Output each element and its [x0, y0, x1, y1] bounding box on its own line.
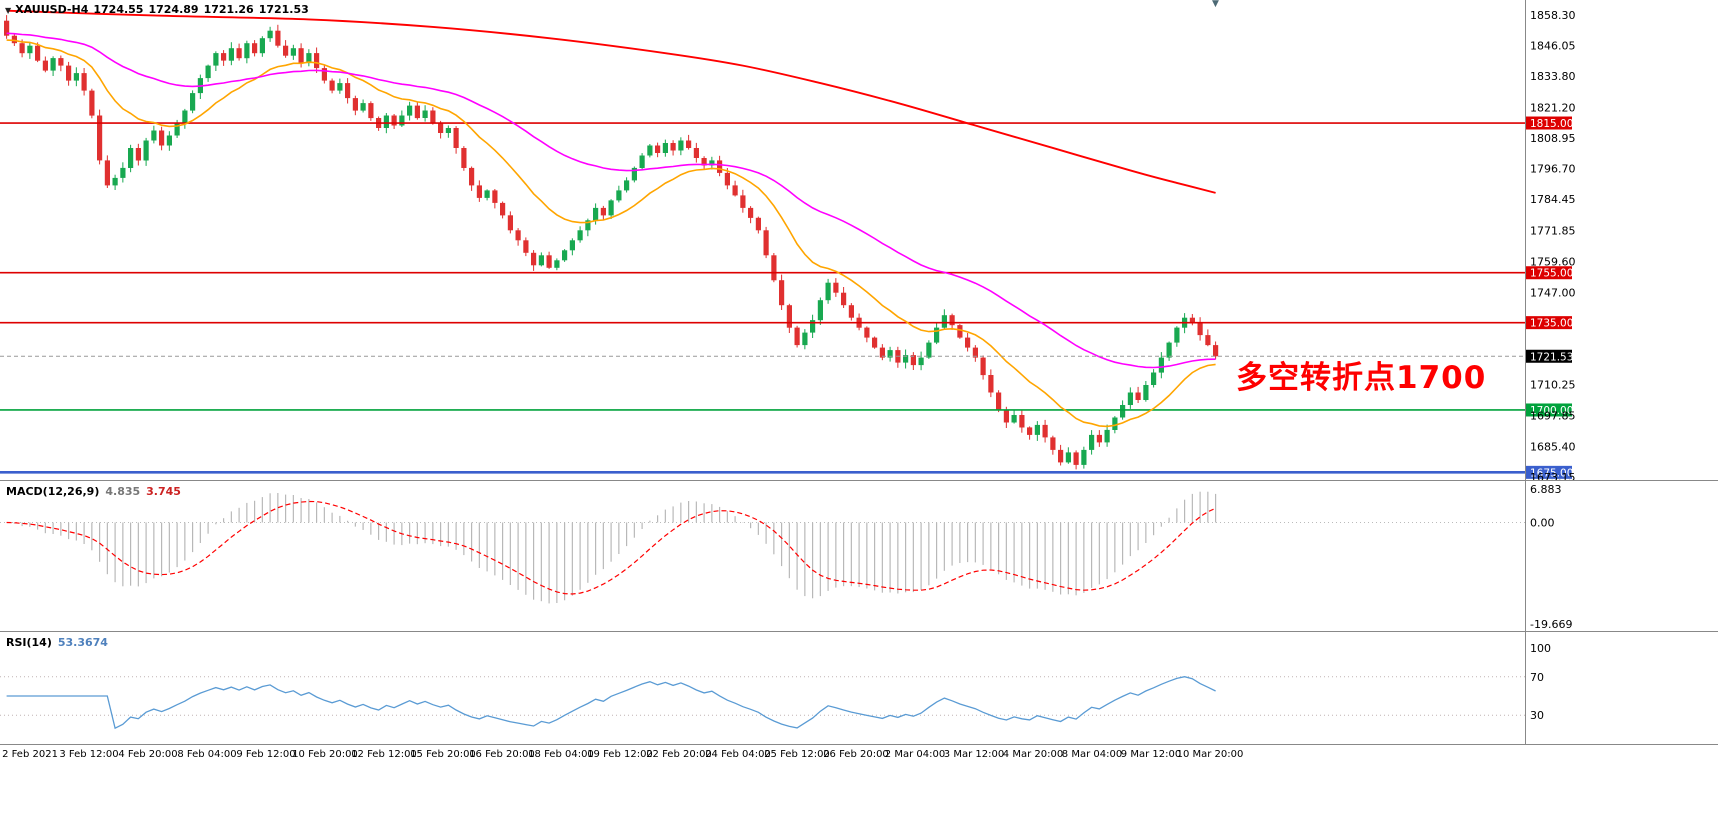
- candles-layer: [4, 15, 1219, 470]
- price-axis-label: 1784.45: [1530, 193, 1576, 206]
- time-axis-label: 18 Feb 04:00: [528, 749, 594, 760]
- time-axis-label: 3 Feb 12:00: [59, 749, 118, 760]
- current-price-tag-text: 1721.53: [1530, 351, 1573, 363]
- price-hline-tag: [1526, 316, 1572, 330]
- macd-main-value: 4.835: [105, 485, 141, 498]
- price-axis-label: 1697.85: [1530, 409, 1576, 422]
- ohlc-close: 1721.53: [258, 3, 309, 16]
- macd-signal-value: 3.745: [146, 485, 181, 498]
- time-axis-label: 19 Feb 12:00: [587, 749, 653, 760]
- macd-axis-label: 0.00: [1530, 517, 1555, 530]
- price-hline-tag-text: 1700.00: [1530, 405, 1573, 417]
- moving-averages-layer: [6, 9, 1216, 428]
- time-axis-label: 26 Feb 20:00: [823, 749, 889, 760]
- time-axis-label: 12 Feb 12:00: [351, 749, 417, 760]
- rsi-axis-label: 100: [1530, 642, 1551, 655]
- symbol-ohlc-info: ▼ XAUUSD-H4 1724.55 1724.89 1721.26 1721.53: [5, 3, 314, 16]
- ma-orange: [6, 39, 1216, 428]
- price-hline-tag-text: 1735.00: [1530, 318, 1573, 330]
- price-axis-label: 1858.30: [1530, 9, 1576, 22]
- time-axis-label: 3 Mar 12:00: [944, 749, 1004, 760]
- time-axis-label: 9 Mar 12:00: [1121, 749, 1181, 760]
- ohlc-low: 1721.26: [203, 3, 254, 16]
- time-axis-label: 4 Feb 20:00: [118, 749, 177, 760]
- time-axis-label: 22 Feb 20:00: [646, 749, 712, 760]
- price-axis-label: 1821.20: [1530, 102, 1576, 115]
- time-axis-label: 8 Feb 04:00: [177, 749, 236, 760]
- rsi-name: RSI(14): [6, 636, 52, 649]
- panel-separators: [0, 0, 1718, 745]
- time-axis-label: 9 Feb 12:00: [236, 749, 295, 760]
- price-hline-tag: [1526, 403, 1572, 417]
- symbol-timeframe: XAUUSD-H4: [15, 3, 89, 16]
- price-axis-label: 1808.95: [1530, 132, 1576, 145]
- price-axis-label: 1685.40: [1530, 440, 1576, 453]
- macd-histogram: [13, 491, 1217, 604]
- price-hline-tag: [1526, 266, 1572, 280]
- price-hline-tag: [1526, 465, 1572, 479]
- price-axis-label: 1747.00: [1530, 287, 1576, 300]
- time-axis-label: 25 Feb 12:00: [764, 749, 830, 760]
- symbol-dropdown-icon[interactable]: ▼: [5, 6, 12, 15]
- price-axis-label: 1833.80: [1530, 70, 1576, 83]
- rsi-indicator-label: RSI(14) 53.3674: [6, 636, 108, 649]
- macd-axis-label: 6.883: [1530, 483, 1562, 496]
- current-price-tag: [1526, 349, 1572, 363]
- time-axis-label: 16 Feb 20:00: [469, 749, 535, 760]
- ohlc-open: 1724.55: [93, 3, 144, 16]
- time-axis-label: 2 Mar 04:00: [885, 749, 945, 760]
- rsi-panel: 100 70 30: [0, 642, 1551, 730]
- price-hline-tag-text: 1755.00: [1530, 268, 1573, 280]
- price-axis[interactable]: 1858.30 1846.05 1833.80 1821.20 1808.95 1796.…: [1530, 9, 1576, 484]
- time-axis-label: 10 Feb 20:00: [292, 749, 358, 760]
- macd-signal-line: [6, 500, 1216, 595]
- annotation-text: 多空转折点1700: [1236, 360, 1487, 396]
- horizontal-lines-layer[interactable]: 1815.00 1755.00 1735.00 1700.00 1675.00: [0, 116, 1573, 480]
- price-hline-tag-text: 1815.00: [1530, 118, 1573, 130]
- rsi-axis-label: 30: [1530, 709, 1544, 722]
- price-axis-label: 1759.60: [1530, 255, 1576, 268]
- macd-axis-label: -19.669: [1530, 618, 1572, 631]
- time-axis-label: 8 Mar 04:00: [1062, 749, 1122, 760]
- ohlc-high: 1724.89: [148, 3, 199, 16]
- price-hline-tag-text: 1675.00: [1530, 467, 1573, 479]
- time-axis-label: 15 Feb 20:00: [410, 749, 476, 760]
- time-axis-label: 24 Feb 04:00: [705, 749, 771, 760]
- chart-shift-marker-icon[interactable]: ▼: [1212, 0, 1219, 9]
- rsi-axis-label: 70: [1530, 671, 1544, 684]
- macd-indicator-label: MACD(12,26,9) 4.835 3.745: [6, 485, 181, 498]
- current-price-layer: 1721.53: [0, 349, 1573, 363]
- time-axis-label: 4 Mar 20:00: [1003, 749, 1063, 760]
- time-axis-label: 2 Feb 2021: [2, 749, 58, 760]
- rsi-value: 53.3674: [57, 636, 108, 649]
- price-axis-label: 1710.25: [1530, 378, 1576, 391]
- price-axis-label: 1846.05: [1530, 40, 1576, 53]
- time-axis-label: 10 Mar 20:00: [1177, 749, 1244, 760]
- ma-red-slow: [6, 9, 1216, 194]
- time-axis[interactable]: 2 Feb 2021 3 Feb 12:00 4 Feb 20:00 8 Feb 04…: [2, 749, 1243, 760]
- ma-magenta: [6, 32, 1216, 369]
- rsi-line: [6, 676, 1216, 730]
- price-hline-tag: [1526, 116, 1572, 130]
- macd-panel: 6.883 0.00 -19.669: [0, 483, 1572, 631]
- price-axis-label: 1796.70: [1530, 163, 1576, 176]
- macd-name: MACD(12,26,9): [6, 485, 100, 498]
- price-axis-label: 1771.85: [1530, 225, 1576, 238]
